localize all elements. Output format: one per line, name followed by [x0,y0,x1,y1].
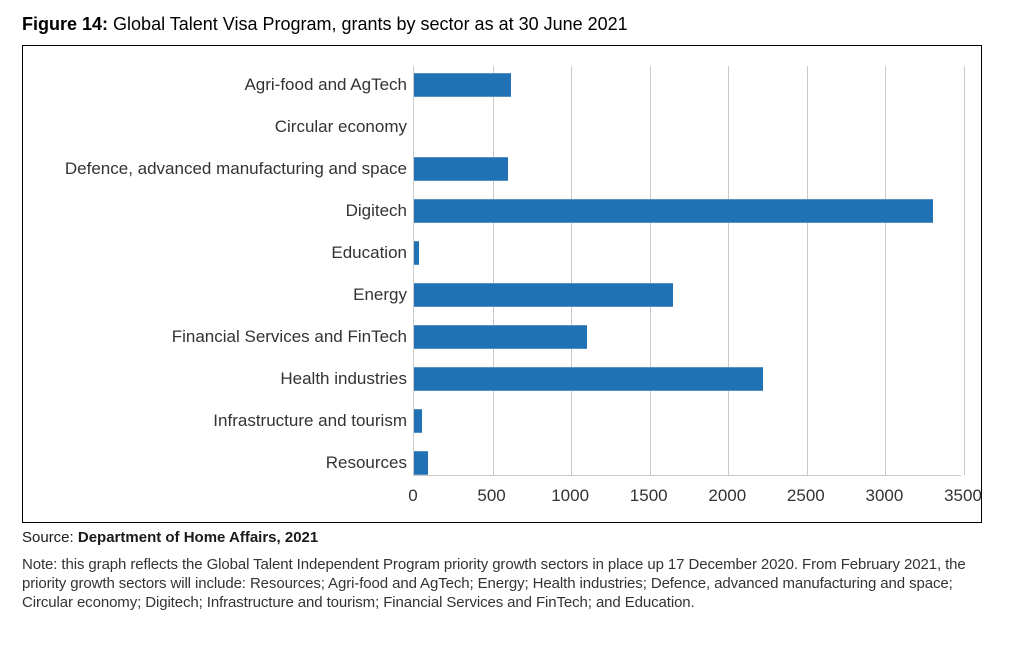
bar-row [414,283,673,307]
category-label: Defence, advanced manufacturing and spac… [65,159,407,179]
bar-row [414,157,508,181]
plot-area [413,66,961,476]
gridline [885,66,886,475]
bar [414,409,422,433]
x-tick-label: 1500 [630,486,668,506]
bar [414,73,511,97]
chart-container: 0 500 1000 1500 2000 2500 3000 3500 Agri-food an… [22,45,982,523]
source-prefix: Source: [22,529,78,546]
category-label: Circular economy [275,117,407,137]
gridline [964,66,965,475]
bar-row [414,367,763,391]
bar-row [414,199,933,223]
category-label: Energy [353,285,407,305]
x-tick-label: 500 [477,486,505,506]
gridline [571,66,572,475]
x-tick-label: 3000 [866,486,904,506]
category-label: Health industries [280,369,407,389]
category-label: Financial Services and FinTech [172,327,407,347]
gridline [650,66,651,475]
category-label: Digitech [346,201,407,221]
x-tick-label: 2500 [787,486,825,506]
bar-row [414,409,422,433]
figure-title-text: Global Talent Visa Program, grants by se… [113,14,628,34]
x-tick-label: 3500 [944,486,982,506]
gridline [493,66,494,475]
figure-page: Figure 14: Global Talent Visa Program, g… [0,0,1014,646]
chart-note: Note: this graph reflects the Global Tal… [22,556,992,612]
category-label: Infrastructure and tourism [213,411,407,431]
gridline [807,66,808,475]
category-label: Resources [326,453,407,473]
category-label: Agri-food and AgTech [244,75,407,95]
x-tick-label: 1000 [551,486,589,506]
bar [414,157,508,181]
bar-row [414,451,428,475]
bar [414,283,673,307]
bar [414,241,419,265]
category-label: Education [331,243,407,263]
bar [414,367,763,391]
gridline [728,66,729,475]
figure-label: Figure 14: [22,14,108,34]
bar [414,325,587,349]
figure-title: Figure 14: Global Talent Visa Program, g… [22,14,992,35]
x-tick-label: 0 [408,486,417,506]
bar-row [414,241,419,265]
source-line: Source: Department of Home Affairs, 2021 [22,529,992,546]
bar [414,451,428,475]
x-tick-label: 2000 [708,486,746,506]
bar [414,199,933,223]
bar-row [414,73,511,97]
bar-row [414,325,587,349]
source-name: Department of Home Affairs, 2021 [78,529,318,546]
